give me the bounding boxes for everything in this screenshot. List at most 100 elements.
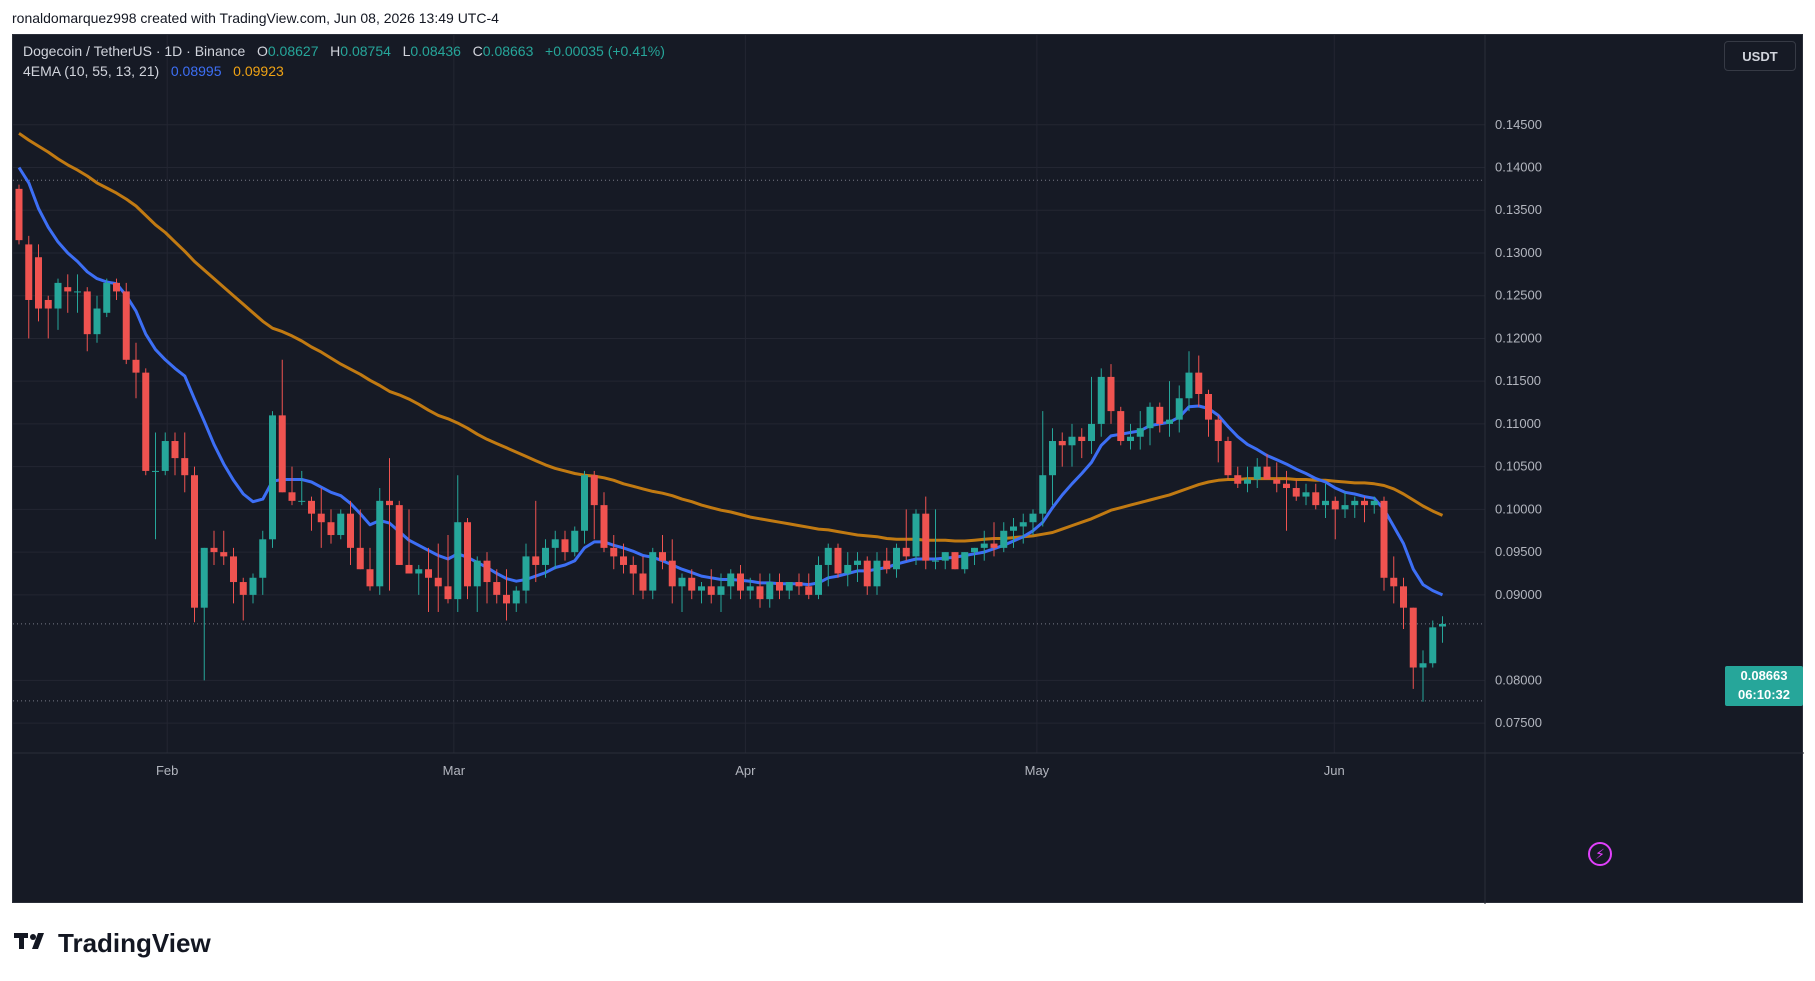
candle (1253, 458, 1261, 489)
candle-body (746, 586, 754, 591)
candle-body (707, 586, 715, 595)
candle-body (200, 547, 208, 608)
candle (532, 500, 540, 583)
candle-body (239, 582, 247, 595)
candle (93, 295, 101, 343)
candle (64, 274, 72, 313)
candle-body (1146, 406, 1154, 429)
candle-body (727, 573, 735, 587)
candle (863, 556, 871, 595)
candle (1419, 650, 1427, 702)
footer-logo[interactable]: TradingView (14, 928, 211, 959)
candle-body (590, 475, 598, 506)
candle-body (298, 500, 306, 502)
candle-body (366, 569, 374, 587)
candle (44, 295, 52, 339)
candle-body (386, 500, 393, 506)
candle (1146, 402, 1154, 446)
grid (13, 35, 1485, 753)
candle (1000, 522, 1008, 553)
last-price-tag: 0.08663 06:10:32 (1725, 666, 1803, 706)
y-tick-label: 0.10500 (1495, 459, 1542, 474)
x-tick-label: Feb (156, 763, 178, 778)
candle-body (951, 552, 959, 570)
candle (327, 509, 335, 544)
y-tick-label: 0.07500 (1495, 715, 1542, 730)
candle-body (522, 556, 530, 591)
candle (405, 509, 413, 574)
flash-icon[interactable]: ⚡ (1588, 842, 1612, 866)
candle-body (1370, 500, 1378, 506)
candle-body (1107, 376, 1115, 412)
price-chart[interactable]: 0.14500 0.14000 0.13500 0.13000 0.12500 0.120… (13, 35, 1804, 904)
candle (1166, 381, 1173, 437)
candle (805, 573, 813, 600)
candle (844, 552, 852, 587)
candle-body (434, 577, 442, 587)
candle (249, 573, 257, 604)
candle-body (269, 415, 276, 540)
candle-body (795, 582, 803, 587)
candle (278, 359, 286, 493)
candle-body (834, 547, 842, 574)
indicator-name[interactable]: 4EMA (10, 55, 13, 21) (23, 63, 160, 79)
candle (1331, 496, 1339, 540)
candle-body (1136, 428, 1144, 437)
candle-body (785, 582, 793, 591)
low-label: L (402, 43, 411, 59)
candle-body (737, 573, 744, 591)
candle-body (805, 586, 813, 595)
candle (454, 475, 462, 612)
candle (1127, 423, 1134, 450)
candle (1058, 432, 1066, 467)
candle (1039, 411, 1047, 527)
candle (893, 543, 900, 578)
candle (590, 470, 598, 540)
candle (200, 547, 208, 681)
candles (15, 184, 1446, 702)
candle (1322, 483, 1329, 518)
candle (581, 470, 588, 544)
currency-button[interactable]: USDT (1724, 41, 1796, 71)
candle-body (356, 547, 364, 570)
candle (444, 535, 452, 604)
candle (483, 552, 491, 604)
candle-body (1039, 475, 1047, 514)
candle-body (776, 582, 783, 591)
candle-body (503, 594, 510, 604)
candle (171, 432, 179, 476)
candle (766, 573, 774, 608)
candle (395, 500, 403, 565)
symbol-title[interactable]: Dogecoin / TetherUS · 1D · Binance (23, 43, 246, 59)
candle (961, 552, 969, 574)
candle (668, 539, 676, 604)
y-tick-label: 0.11000 (1495, 416, 1541, 431)
candle-body (1273, 479, 1281, 484)
candle (1409, 607, 1417, 689)
candle-body (1263, 466, 1271, 480)
chart-panel[interactable]: 0.14500 0.14000 0.13500 0.13000 0.12500 0.120… (12, 34, 1804, 904)
candle-body (415, 569, 423, 574)
candle-body (815, 564, 822, 595)
ema-slow-value: 0.09923 (233, 63, 284, 79)
candle-body (54, 282, 62, 309)
candle (337, 509, 345, 540)
x-tick-label: Apr (735, 763, 756, 778)
candle-body (142, 372, 150, 471)
candle (161, 432, 169, 476)
candle (776, 573, 783, 600)
candle (883, 547, 891, 574)
candle-body (249, 577, 257, 595)
candle (54, 278, 62, 330)
candle (356, 509, 364, 570)
candle-body (44, 299, 52, 309)
candle-body (161, 441, 169, 471)
candle (1244, 466, 1251, 493)
y-tick-label: 0.12000 (1495, 330, 1542, 345)
candle (990, 522, 998, 557)
candle-body (454, 522, 462, 600)
candle (1136, 411, 1144, 450)
candle (922, 496, 930, 570)
candle (1224, 436, 1232, 480)
indicator-row: 4EMA (10, 55, 13, 21) 0.08995 0.09923 (23, 61, 665, 81)
